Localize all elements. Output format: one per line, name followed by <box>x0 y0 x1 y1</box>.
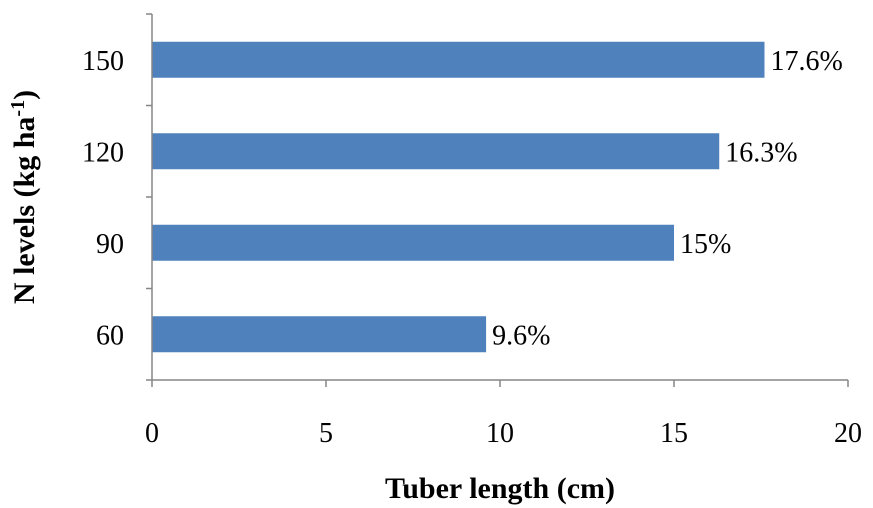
x-tick-label-10: 10 <box>486 418 514 449</box>
data-labels-group: 9.6% 15% 16.3% 17.6% <box>492 46 843 352</box>
y-tick-labels: 60 90 120 150 <box>82 13 152 381</box>
x-tick-label-5: 5 <box>319 418 333 449</box>
x-axis-title: Tuber length (cm) <box>385 472 615 505</box>
x-tick-label-0: 0 <box>145 418 159 449</box>
x-tick-label-15: 15 <box>660 418 688 449</box>
y-axis-title-main: N levels (kg ha <box>8 117 41 305</box>
data-label-90: 15% <box>680 229 731 260</box>
y-axis-title: N levels (kg ha-1) <box>7 90 41 304</box>
data-label-60: 9.6% <box>492 320 550 351</box>
y-tick-label-60: 60 <box>96 320 124 351</box>
y-axis-title-superscript: -1 <box>7 100 29 117</box>
x-ticks-group: 0 5 10 15 20 <box>145 380 862 449</box>
bars-group <box>152 41 765 353</box>
y-tick-label-120: 120 <box>82 137 124 168</box>
bar-90 <box>152 224 674 261</box>
y-tick-label-90: 90 <box>96 229 124 260</box>
data-label-150: 17.6% <box>770 46 842 77</box>
bar-150 <box>152 41 765 78</box>
y-tick-label-150: 150 <box>82 46 124 77</box>
y-axis-title-end: ) <box>8 90 41 100</box>
bar-120 <box>152 133 720 170</box>
data-label-120: 16.3% <box>725 137 797 168</box>
x-tick-label-20: 20 <box>834 418 862 449</box>
bar-60 <box>152 316 487 353</box>
